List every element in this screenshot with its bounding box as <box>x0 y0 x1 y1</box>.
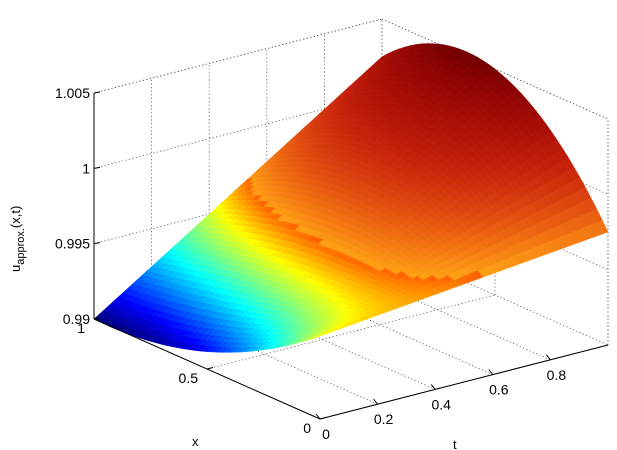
z-axis-label-subscript: approx. <box>15 228 27 265</box>
t-tick-mark <box>374 399 378 404</box>
z-axis-label: uapprox.(x,t) <box>8 206 27 272</box>
z-axis-label-main: u <box>8 265 23 272</box>
t-tick-label: 0.8 <box>547 367 567 383</box>
z-tick-label: 0.995 <box>55 236 90 252</box>
z-tick-mark <box>94 243 100 244</box>
z-tick-label: 1 <box>82 160 90 176</box>
x-tick-label: 1 <box>77 320 85 336</box>
t-axis-label: t <box>453 437 457 450</box>
t-tick-mark <box>431 384 435 389</box>
t-tick-mark <box>489 370 493 375</box>
t-tick-label: 0.4 <box>431 396 451 412</box>
t-tick-mark <box>546 355 550 360</box>
t-tick-label: 0.2 <box>374 411 394 427</box>
t-tick-label: 0.6 <box>489 382 509 398</box>
x-tick-mark <box>207 368 213 370</box>
box-edge <box>94 19 382 93</box>
z-tick-label: 1.005 <box>55 85 90 101</box>
z-axis-label-args: (x,t) <box>8 206 23 228</box>
t-tick-label: 0 <box>322 426 330 442</box>
z-tick-mark <box>94 92 100 93</box>
x-tick-label: 0 <box>303 420 311 436</box>
z-tick-mark <box>94 167 100 168</box>
x-axis-label: x <box>192 434 199 449</box>
surface-mesh <box>94 44 608 353</box>
x-tick-label: 0.5 <box>179 370 199 386</box>
